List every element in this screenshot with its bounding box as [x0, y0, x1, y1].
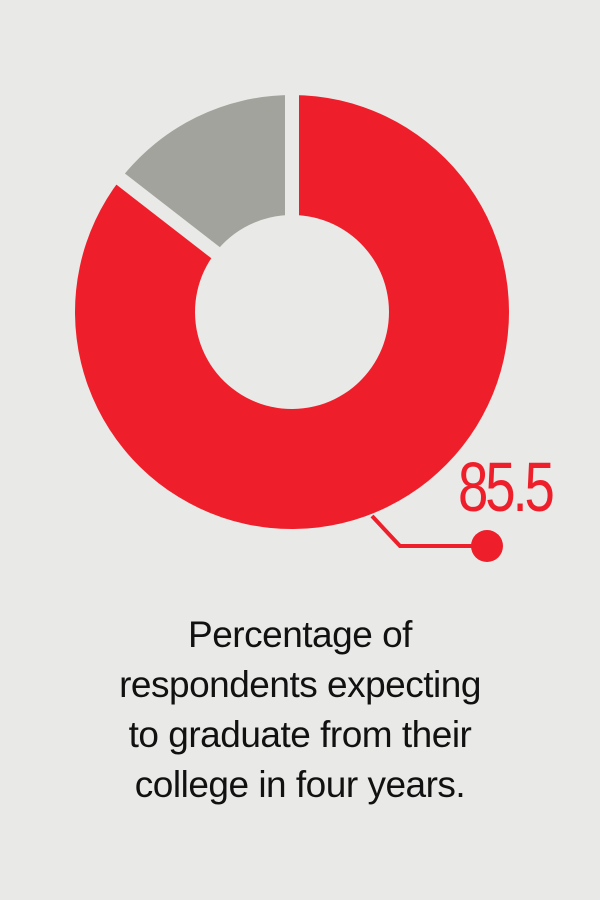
callout-dot — [471, 530, 503, 562]
donut-slice-remainder — [120, 95, 292, 253]
donut-chart — [74, 93, 510, 562]
callout-line — [370, 514, 488, 548]
donut-slice-main — [74, 95, 510, 529]
slice-separator — [114, 172, 222, 260]
value-label: 85.5 — [458, 448, 555, 526]
caption-line-4: college in four years. — [134, 764, 466, 805]
caption-line-3: to graduate from their — [128, 714, 472, 755]
caption-line-1: Percentage of — [188, 614, 412, 655]
caption-line-2: respondents expecting — [119, 664, 481, 705]
chart-caption: Percentage of respondents expecting to g… — [30, 610, 570, 810]
